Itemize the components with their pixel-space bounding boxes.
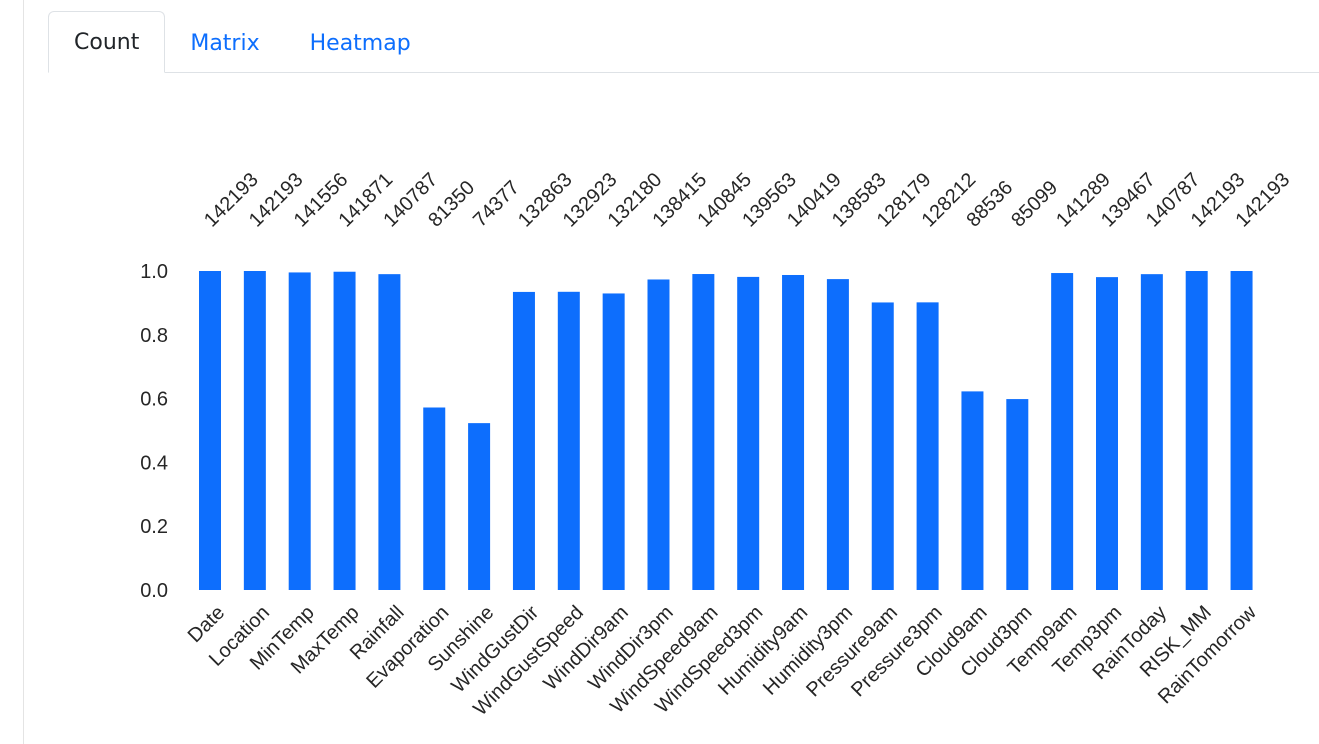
y-tick-label: 0.4 (140, 452, 168, 474)
y-tick-label: 0.6 (140, 389, 168, 411)
count-label: 74377 (469, 177, 524, 232)
bar (333, 271, 356, 590)
tab-count[interactable]: Count (48, 11, 166, 73)
bar (512, 291, 535, 590)
bar (468, 423, 491, 590)
bar (1051, 273, 1074, 590)
bar (243, 271, 266, 590)
tab-heatmap[interactable]: Heatmap (309, 30, 411, 56)
left-divider (23, 0, 24, 744)
tab-matrix[interactable]: Matrix (190, 30, 260, 56)
y-tick-label: 0.0 (140, 580, 168, 602)
count-label: 85099 (1007, 177, 1062, 232)
y-tick-label: 1.0 (140, 261, 168, 283)
bar (602, 293, 625, 590)
bar (1230, 271, 1253, 590)
y-tick-label: 0.8 (140, 325, 168, 347)
bar (871, 302, 894, 590)
bar (647, 279, 670, 590)
bar (378, 274, 401, 590)
bar (423, 407, 446, 590)
bar (826, 279, 849, 590)
bar (782, 274, 805, 590)
y-tick-label: 0.2 (140, 516, 168, 538)
bar (199, 271, 221, 590)
bar (557, 291, 580, 590)
bar (1140, 274, 1163, 590)
bar (288, 272, 311, 590)
bar (916, 302, 939, 590)
bar (1185, 271, 1208, 590)
tab-bar: Count Matrix Heatmap (48, 10, 1319, 73)
bar (1096, 277, 1118, 590)
bar (737, 276, 760, 590)
bar (692, 274, 715, 590)
bar (1006, 399, 1029, 590)
bar (961, 391, 984, 590)
